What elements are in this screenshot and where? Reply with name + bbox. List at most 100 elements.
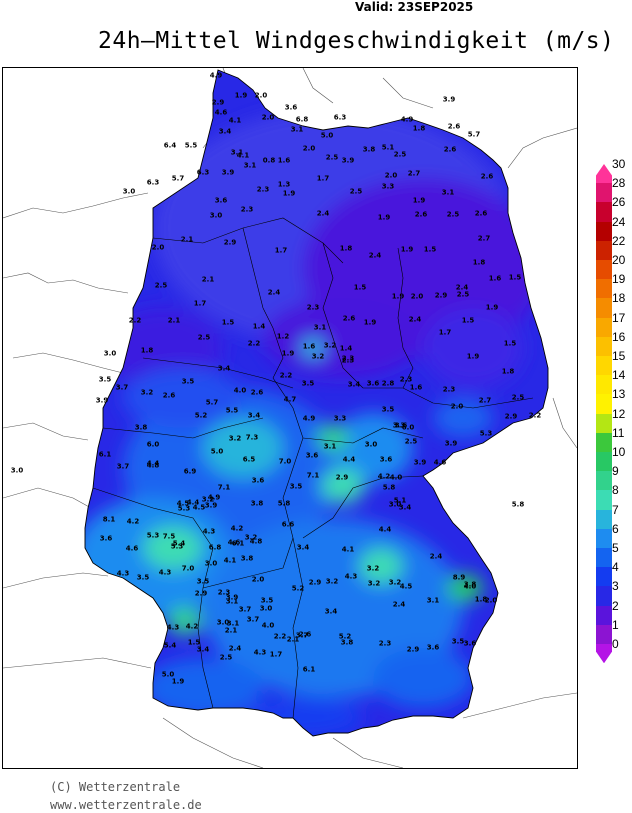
- wind-value-label: 4.4: [146, 459, 160, 468]
- legend-color-segment: [596, 471, 612, 491]
- wind-value-label: 4.6: [125, 544, 139, 553]
- wind-value-label: 2.9: [434, 291, 448, 300]
- legend-color-segment: [596, 624, 612, 644]
- wind-value-label: 3.9: [413, 458, 427, 467]
- wind-value-label: 3.2: [367, 579, 381, 588]
- wind-value-label: 2.6: [414, 210, 428, 219]
- legend-color-segment: [596, 509, 612, 529]
- wind-value-label: 5.5: [184, 141, 198, 150]
- wind-value-label: 1.5: [221, 318, 235, 327]
- legend-tick-label: 0: [612, 637, 619, 651]
- legend-color-segment: [596, 528, 612, 548]
- wind-value-label: 4.8: [249, 537, 263, 546]
- wind-value-label: 3.7: [115, 383, 129, 392]
- wind-value-label: 3.0: [122, 187, 136, 196]
- legend-tick-label: 9: [612, 464, 619, 479]
- wind-value-label: 4.2: [126, 517, 140, 526]
- wind-value-label: 3.6: [366, 379, 380, 388]
- wind-value-label: 1.8: [412, 124, 426, 133]
- wind-value-label: 3.5: [381, 405, 395, 414]
- wind-value-label: 3.3: [333, 414, 347, 423]
- wind-value-label: 3.8: [340, 638, 354, 647]
- wind-value-label: 2.6: [342, 314, 356, 323]
- wind-value-label: 2.4: [429, 552, 443, 561]
- wind-value-label: 3.9: [225, 593, 239, 602]
- wind-value-label: 1.8: [474, 595, 488, 604]
- wind-value-label: 3.0: [209, 211, 223, 220]
- legend-tick-label: 24: [612, 214, 626, 229]
- legend-tick-label: 16: [612, 329, 626, 344]
- legend-color-segment: [596, 394, 612, 414]
- copyright-text: (C) Wetterzentrale: [50, 780, 181, 794]
- wind-value-label: 3.2: [244, 533, 258, 542]
- wind-value-label: 5.4: [163, 641, 177, 650]
- wind-value-label: 2.0: [151, 243, 165, 252]
- wind-value-label: 2.0: [484, 596, 498, 605]
- wind-value-label: 3.0: [103, 349, 117, 358]
- wind-value-label: 2.3: [399, 375, 413, 384]
- wind-value-label: 4.1: [223, 556, 237, 565]
- wind-value-label: 1.9: [391, 292, 405, 301]
- legend-tick-label: 18: [612, 291, 626, 306]
- wind-value-label: 2.5: [456, 290, 470, 299]
- legend-tick-label: 19: [612, 272, 626, 287]
- wind-value-label: 3.6: [251, 476, 265, 485]
- wind-value-label: 1.7: [438, 328, 452, 337]
- wind-value-label: 2.0: [410, 292, 424, 301]
- wind-value-label: 7.5: [162, 532, 176, 541]
- legend-tick-label: 20: [612, 253, 626, 267]
- wind-value-label: 1.4: [252, 322, 266, 331]
- legend-tick-label: 28: [612, 176, 626, 191]
- wind-value-label: 6.3: [196, 168, 210, 177]
- wind-value-label: 2.6: [474, 209, 488, 218]
- wind-value-label: 7.1: [217, 483, 231, 492]
- wind-value-label: 3.4: [296, 543, 310, 552]
- wind-value-label: 3.1: [243, 161, 257, 170]
- wind-value-label: 5.2: [291, 584, 305, 593]
- wind-value-label: 2.7: [477, 234, 491, 243]
- wind-value-label: 3.8: [463, 580, 477, 589]
- wind-value-label: 3.3: [381, 182, 395, 191]
- wind-value-label: 5.2: [194, 411, 208, 420]
- wind-value-label: 2.5: [197, 333, 211, 342]
- wind-value-label: 5.8: [511, 500, 525, 509]
- wind-value-label: 5.3: [177, 504, 191, 513]
- wind-value-label: 0.8: [262, 156, 276, 165]
- legend-tick-label: 5: [612, 541, 619, 555]
- wind-value-label: 6.1: [302, 665, 316, 674]
- wind-value-label: 4.4: [342, 455, 356, 464]
- wind-value-label: 4.3: [202, 527, 216, 536]
- wind-value-label: 1.4: [339, 344, 353, 353]
- wind-value-label: 2.2: [273, 632, 287, 641]
- wind-value-label: 2.3: [256, 185, 270, 194]
- wind-value-label: 5.1: [393, 496, 407, 505]
- state-borders: [92, 217, 534, 719]
- legend-color-segment: [596, 164, 612, 184]
- legend-color-segment: [596, 452, 612, 472]
- wind-value-label: 3.0: [388, 500, 402, 509]
- wind-value-label: 5.3: [170, 542, 184, 551]
- legend-color-segment: [596, 644, 612, 664]
- wind-value-label: 2.9: [406, 645, 420, 654]
- map-frame: 4.9 1.9 2.0 3.6 2.9 4.6 4.1 2.0 6.8 6.3 3.9 4.9 1.8 2…: [2, 67, 578, 769]
- wind-value-label: 4.9: [302, 414, 316, 423]
- wind-value-label: 1.8: [339, 244, 353, 253]
- wind-value-label: 3.7: [295, 631, 309, 640]
- legend-color-segment: [596, 490, 612, 510]
- wind-value-label: 5.7: [205, 398, 219, 407]
- wind-value-label: 3.8: [250, 499, 264, 508]
- wind-value-label: 2.3: [240, 205, 254, 214]
- wind-value-label: 3.0: [259, 604, 273, 613]
- legend-tick-label: 13: [612, 387, 626, 402]
- wind-value-label: 2.0: [261, 113, 275, 122]
- wind-value-label: 2.5: [219, 653, 233, 662]
- legend-tick-label: 6: [612, 521, 619, 536]
- wind-value-label: 3.4: [247, 411, 261, 420]
- wind-value-label: 3.4: [196, 645, 210, 654]
- wind-value-label: 5.7: [467, 130, 481, 139]
- wind-value-label: 4.6: [214, 108, 228, 117]
- legend-color-segment: [596, 298, 612, 318]
- wind-value-label: 3.2: [388, 578, 402, 587]
- wind-value-label: 2.5: [446, 210, 460, 219]
- legend-tick-label: 30: [612, 157, 626, 171]
